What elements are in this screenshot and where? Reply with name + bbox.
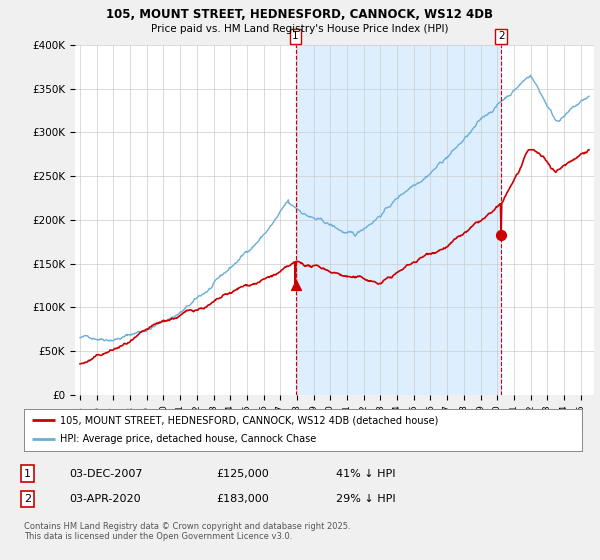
Point — [291, 281, 301, 290]
Text: 03-DEC-2007: 03-DEC-2007 — [69, 469, 143, 479]
Bar — [296, 45, 502, 395]
Text: 29% ↓ HPI: 29% ↓ HPI — [336, 494, 395, 504]
Text: Price paid vs. HM Land Registry's House Price Index (HPI): Price paid vs. HM Land Registry's House … — [151, 24, 449, 34]
Text: 2: 2 — [498, 31, 505, 41]
Text: 105, MOUNT STREET, HEDNESFORD, CANNOCK, WS12 4DB (detached house): 105, MOUNT STREET, HEDNESFORD, CANNOCK, … — [60, 415, 439, 425]
Text: 41% ↓ HPI: 41% ↓ HPI — [336, 469, 395, 479]
Text: £125,000: £125,000 — [216, 469, 269, 479]
Text: Contains HM Land Registry data © Crown copyright and database right 2025.
This d: Contains HM Land Registry data © Crown c… — [24, 522, 350, 542]
Text: 03-APR-2020: 03-APR-2020 — [69, 494, 140, 504]
Text: 1: 1 — [292, 31, 299, 41]
Text: 105, MOUNT STREET, HEDNESFORD, CANNOCK, WS12 4DB: 105, MOUNT STREET, HEDNESFORD, CANNOCK, … — [107, 8, 493, 21]
Text: HPI: Average price, detached house, Cannock Chase: HPI: Average price, detached house, Cann… — [60, 435, 317, 445]
Text: 2: 2 — [24, 494, 31, 504]
Text: 1: 1 — [24, 469, 31, 479]
Point — [497, 230, 506, 239]
Text: £183,000: £183,000 — [216, 494, 269, 504]
